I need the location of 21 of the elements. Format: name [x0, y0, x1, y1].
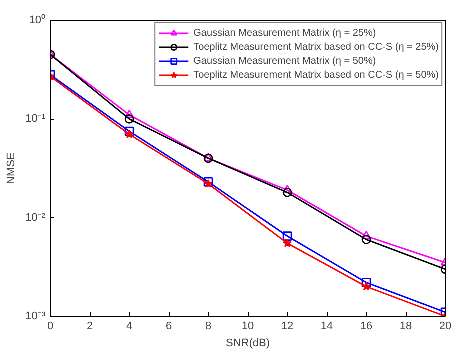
x-tick-label: 14: [320, 320, 334, 332]
x-tick-label: 20: [439, 320, 452, 332]
x-tick-label: 4: [126, 320, 133, 332]
y-tick-label: 10⁻¹: [26, 113, 46, 126]
legend-label: Toeplitz Measurement Matrix based on CC-S (η = 50%): [194, 68, 439, 82]
x-tick-label: 8: [205, 320, 212, 332]
x-tick-label: 2: [86, 320, 94, 332]
y-tick-label: 10⁰: [29, 14, 46, 26]
x-tick-label: 18: [400, 320, 412, 332]
x-tick-label: 16: [360, 320, 373, 332]
x-tick-label: 10: [242, 320, 254, 332]
x-tick-label: 0: [47, 320, 54, 332]
y-tick-label: 10⁻²: [26, 212, 46, 224]
x-tick-label: 12: [281, 320, 294, 332]
x-axis-title: SNR(dB): [226, 338, 270, 350]
legend-label: Toeplitz Measurement Matrix based on CC-S (η = 25%): [194, 40, 439, 54]
legend-label: Gaussian Measurement Matrix (η = 50%): [194, 54, 376, 68]
x-tick-label: 6: [166, 320, 172, 332]
y-tick-label: 10⁻³: [26, 310, 46, 322]
legend-label: Gaussian Measurement Matrix (η = 25%): [194, 26, 376, 40]
y-axis-title: NMSE: [6, 152, 18, 184]
